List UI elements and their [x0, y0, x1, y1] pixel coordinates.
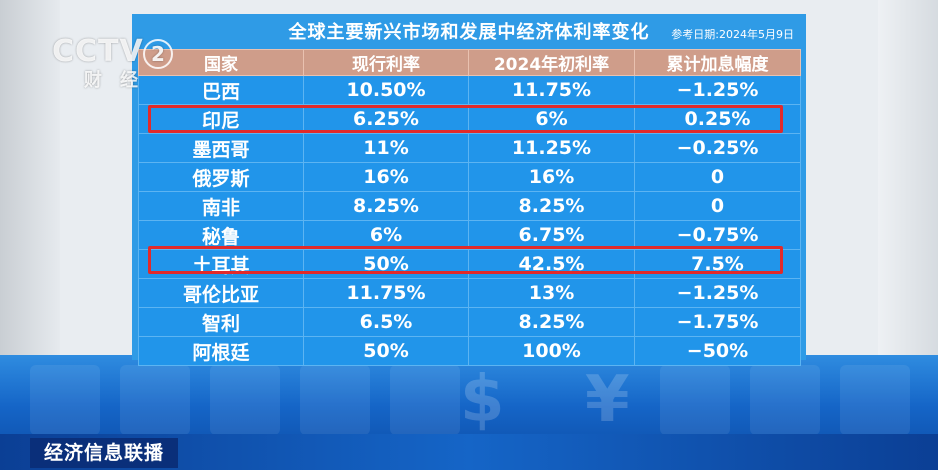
cell-country: 土耳其	[138, 249, 304, 279]
cell-change: 0	[634, 191, 801, 221]
program-name: 经济信息联播	[30, 438, 179, 468]
cell-start-rate: 8.25%	[468, 307, 635, 337]
studio-backdrop-left	[0, 0, 60, 360]
cell-change: 0	[634, 162, 801, 192]
cell-start-rate: 13%	[468, 278, 635, 308]
cell-start-rate: 11.75%	[468, 75, 635, 105]
channel-logo: CCTV	[52, 34, 144, 69]
studio-backdrop-right	[878, 0, 938, 360]
interest-rate-board: 全球主要新兴市场和发展中经济体利率变化 参考日期:2024年5月9日 国家 现行…	[132, 14, 806, 366]
cell-change: 7.5%	[634, 249, 801, 279]
table-row: 墨西哥 11% 11.25% −0.25%	[138, 133, 801, 163]
rates-table: 国家 现行利率 2024年初利率 累计加息幅度 巴西 10.50% 11.75%…	[138, 49, 801, 366]
cell-change: −0.75%	[634, 220, 801, 250]
cell-country: 南非	[138, 191, 304, 221]
cell-current-rate: 50%	[303, 336, 469, 366]
cell-start-rate: 6.75%	[468, 220, 635, 250]
dollar-icon: $	[460, 363, 505, 437]
cell-start-rate: 100%	[468, 336, 635, 366]
cell-start-rate: 6%	[468, 104, 635, 134]
cell-current-rate: 6%	[303, 220, 469, 250]
cell-country: 俄罗斯	[138, 162, 304, 192]
table-row: 哥伦比亚 11.75% 13% −1.25%	[138, 278, 801, 308]
cell-current-rate: 6.25%	[303, 104, 469, 134]
table-row: 土耳其 50% 42.5% 7.5%	[138, 249, 801, 279]
cell-change: −1.25%	[634, 75, 801, 105]
cell-change: −1.75%	[634, 307, 801, 337]
column-header-current-rate: 现行利率	[303, 49, 469, 76]
cell-start-rate: 11.25%	[468, 133, 635, 163]
cell-country: 智利	[138, 307, 304, 337]
board-title: 全球主要新兴市场和发展中经济体利率变化	[288, 22, 650, 43]
channel-number-badge: 2	[143, 39, 173, 69]
cell-change: −1.25%	[634, 278, 801, 308]
table-row: 巴西 10.50% 11.75% −1.25%	[138, 75, 801, 105]
yen-icon: ¥	[585, 363, 630, 437]
table-row: 智利 6.5% 8.25% −1.75%	[138, 307, 801, 337]
cell-current-rate: 50%	[303, 249, 469, 279]
cell-country: 阿根廷	[138, 336, 304, 366]
cell-country: 墨西哥	[138, 133, 304, 163]
cell-current-rate: 8.25%	[303, 191, 469, 221]
column-header-start-2024-rate: 2024年初利率	[468, 49, 635, 76]
cell-start-rate: 16%	[468, 162, 635, 192]
cell-current-rate: 16%	[303, 162, 469, 192]
channel-subtitle: 财经	[84, 70, 156, 91]
table-row: 俄罗斯 16% 16% 0	[138, 162, 801, 192]
cell-country: 秘鲁	[138, 220, 304, 250]
table-row: 阿根廷 50% 100% −50%	[138, 336, 801, 366]
table-row: 秘鲁 6% 6.75% −0.75%	[138, 220, 801, 250]
table-row: 印尼 6.25% 6% 0.25%	[138, 104, 801, 134]
cell-country: 哥伦比亚	[138, 278, 304, 308]
cell-current-rate: 11.75%	[303, 278, 469, 308]
cell-change: 0.25%	[634, 104, 801, 134]
cell-current-rate: 11%	[303, 133, 469, 163]
cell-start-rate: 8.25%	[468, 191, 635, 221]
table-row: 南非 8.25% 8.25% 0	[138, 191, 801, 221]
cell-change: −50%	[634, 336, 801, 366]
cell-start-rate: 42.5%	[468, 249, 635, 279]
table-header-row: 国家 现行利率 2024年初利率 累计加息幅度	[138, 49, 801, 76]
cell-current-rate: 10.50%	[303, 75, 469, 105]
cell-change: −0.25%	[634, 133, 801, 163]
cell-country: 印尼	[138, 104, 304, 134]
column-header-cumulative-change: 累计加息幅度	[634, 49, 801, 76]
cell-country: 巴西	[138, 75, 304, 105]
cell-current-rate: 6.5%	[303, 307, 469, 337]
reference-date: 参考日期:2024年5月9日	[671, 28, 794, 41]
